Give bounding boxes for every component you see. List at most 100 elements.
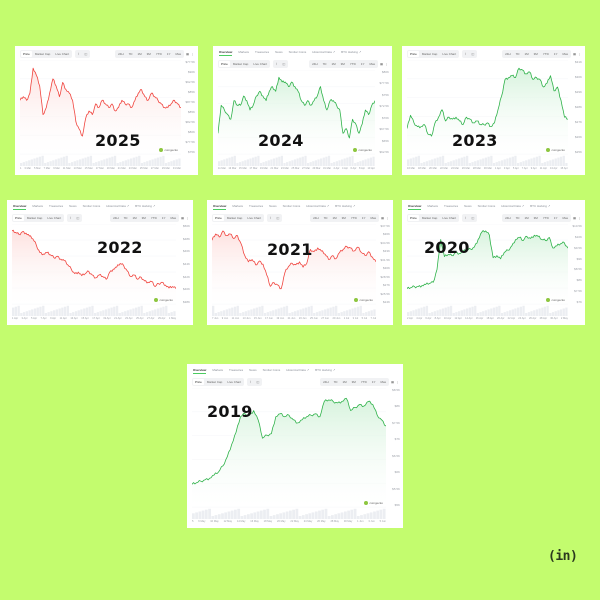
tab-markets[interactable]: Markets <box>238 50 250 54</box>
range-max[interactable]: Max <box>170 216 177 220</box>
calendar-icon[interactable]: ▦ <box>181 216 184 220</box>
range-7d[interactable]: 7D <box>322 62 327 66</box>
tab-btc-halving[interactable]: BTC Halving ↗ <box>341 50 362 54</box>
candle-chart-icon[interactable]: ◫ <box>276 216 280 220</box>
chart-type-market-cap[interactable]: Market Cap <box>421 216 438 220</box>
chart-type-price[interactable]: Price <box>193 379 204 385</box>
tab-treasuries[interactable]: Treasuries <box>255 50 270 54</box>
range-ytd[interactable]: YTD <box>360 380 367 384</box>
range-ytd[interactable]: YTD <box>150 216 157 220</box>
more-options-icon[interactable]: ⋮ <box>386 216 389 220</box>
more-options-icon[interactable]: ⋮ <box>191 52 194 56</box>
more-options-icon[interactable]: ⋮ <box>385 62 388 66</box>
chart-type-price[interactable]: Price <box>408 51 419 57</box>
tab-treasuries[interactable]: Treasuries <box>49 204 64 208</box>
tab-similar-coins[interactable]: Similar Coins <box>288 50 307 54</box>
candle-chart-icon[interactable]: ◫ <box>76 216 80 220</box>
tab-historical-data[interactable]: Historical Data ↗ <box>286 368 310 372</box>
tab-overview[interactable]: Overview <box>408 204 422 210</box>
range-1y[interactable]: 1Y <box>166 52 171 56</box>
tab-news[interactable]: News <box>464 204 472 208</box>
tab-overview[interactable]: Overview <box>193 368 207 374</box>
range-7d[interactable]: 7D <box>515 216 520 220</box>
range-1y[interactable]: 1Y <box>161 216 166 220</box>
line-chart-icon[interactable]: ⌇ <box>250 380 252 384</box>
tab-news[interactable]: News <box>269 204 277 208</box>
tab-treasuries[interactable]: Treasuries <box>249 204 264 208</box>
range-ytd[interactable]: YTD <box>349 62 356 66</box>
chart-type-live-chart[interactable]: Live Chart <box>247 216 262 220</box>
line-chart-icon[interactable]: ⌇ <box>78 52 80 56</box>
range-ytd[interactable]: YTD <box>155 52 162 56</box>
candle-chart-icon[interactable]: ◫ <box>256 380 260 384</box>
range-max[interactable]: Max <box>380 380 387 384</box>
range-1m[interactable]: 1M <box>332 216 337 220</box>
chart-type-price[interactable]: Price <box>21 51 32 57</box>
range-24h[interactable]: 24H <box>313 216 319 220</box>
tab-news[interactable]: News <box>275 50 283 54</box>
more-options-icon[interactable]: ⋮ <box>186 216 189 220</box>
chart-type-live-chart[interactable]: Live Chart <box>47 216 62 220</box>
tab-btc-halving[interactable]: BTC Halving ↗ <box>315 368 336 372</box>
calendar-icon[interactable]: ▦ <box>381 216 384 220</box>
price-line-chart[interactable] <box>192 388 386 519</box>
tab-similar-coins[interactable]: Similar Coins <box>282 204 301 208</box>
line-chart-icon[interactable]: ⌇ <box>465 52 467 56</box>
chart-type-live-chart[interactable]: Live Chart <box>442 216 457 220</box>
range-24h[interactable]: 24H <box>505 52 511 56</box>
chart-type-price[interactable]: Price <box>408 215 419 221</box>
range-1m[interactable]: 1M <box>331 62 336 66</box>
price-line-chart[interactable] <box>407 224 568 316</box>
calendar-icon[interactable]: ▦ <box>186 52 189 56</box>
tab-treasuries[interactable]: Treasuries <box>229 368 244 372</box>
range-7d[interactable]: 7D <box>515 52 520 56</box>
tab-btc-halving[interactable]: BTC Halving ↗ <box>335 204 356 208</box>
range-1m[interactable]: 1M <box>524 216 529 220</box>
price-line-chart[interactable] <box>407 60 568 166</box>
range-3m[interactable]: 3M <box>533 216 538 220</box>
tab-markets[interactable]: Markets <box>32 204 44 208</box>
line-chart-icon[interactable]: ⌇ <box>270 216 272 220</box>
range-max[interactable]: Max <box>562 52 569 56</box>
more-options-icon[interactable]: ⋮ <box>578 216 581 220</box>
chart-type-live-chart[interactable]: Live Chart <box>442 52 457 56</box>
range-7d[interactable]: 7D <box>323 216 328 220</box>
line-chart-icon[interactable]: ⌇ <box>70 216 72 220</box>
calendar-icon[interactable]: ▦ <box>573 52 576 56</box>
range-7d[interactable]: 7D <box>128 52 133 56</box>
tab-markets[interactable]: Markets <box>427 204 439 208</box>
tab-historical-data[interactable]: Historical Data ↗ <box>106 204 130 208</box>
range-1m[interactable]: 1M <box>342 380 347 384</box>
range-3m[interactable]: 3M <box>141 216 146 220</box>
tab-overview[interactable]: Overview <box>219 50 233 56</box>
price-line-chart[interactable] <box>212 224 376 316</box>
chart-type-live-chart[interactable]: Live Chart <box>253 62 268 66</box>
range-1y[interactable]: 1Y <box>553 216 558 220</box>
candle-chart-icon[interactable]: ◫ <box>282 62 286 66</box>
calendar-icon[interactable]: ▦ <box>380 62 383 66</box>
candle-chart-icon[interactable]: ◫ <box>471 216 475 220</box>
candle-chart-icon[interactable]: ◫ <box>84 52 88 56</box>
range-24h[interactable]: 24H <box>118 52 124 56</box>
range-3m[interactable]: 3M <box>341 216 346 220</box>
calendar-icon[interactable]: ▦ <box>573 216 576 220</box>
tab-btc-halving[interactable]: BTC Halving ↗ <box>135 204 156 208</box>
chart-type-market-cap[interactable]: Market Cap <box>206 380 223 384</box>
range-3m[interactable]: 3M <box>146 52 151 56</box>
tab-markets[interactable]: Markets <box>232 204 244 208</box>
chart-type-price[interactable]: Price <box>213 215 224 221</box>
candle-chart-icon[interactable]: ◫ <box>471 52 475 56</box>
more-options-icon[interactable]: ⋮ <box>578 52 581 56</box>
chart-type-live-chart[interactable]: Live Chart <box>227 380 242 384</box>
price-line-chart[interactable] <box>218 70 375 166</box>
chart-type-market-cap[interactable]: Market Cap <box>226 216 243 220</box>
line-chart-icon[interactable]: ⌇ <box>276 62 278 66</box>
price-line-chart[interactable] <box>20 60 181 166</box>
chart-type-market-cap[interactable]: Market Cap <box>232 62 249 66</box>
range-24h[interactable]: 24H <box>505 216 511 220</box>
line-chart-icon[interactable]: ⌇ <box>465 216 467 220</box>
chart-type-market-cap[interactable]: Market Cap <box>26 216 43 220</box>
range-ytd[interactable]: YTD <box>350 216 357 220</box>
tab-overview[interactable]: Overview <box>13 204 27 210</box>
range-3m[interactable]: 3M <box>533 52 538 56</box>
